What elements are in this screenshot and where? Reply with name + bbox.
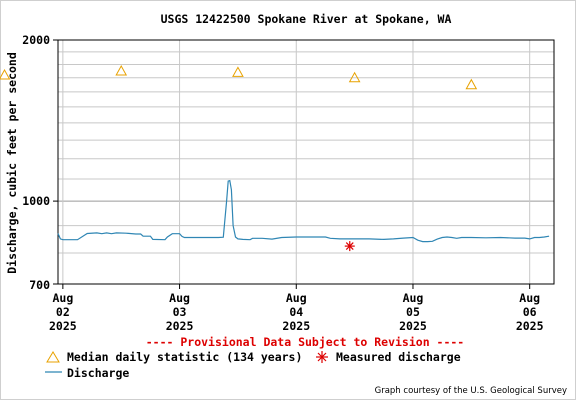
x-tick-label: Aug [286,291,307,305]
x-tick-label: 2025 [516,319,544,333]
y-tick-label-700: 700 [29,278,50,292]
credit-note: Graph courtesy of the U.S. Geological Su… [375,386,567,396]
x-tick-label: Aug [403,291,424,305]
y-tick-label-1000: 1000 [22,194,50,208]
legend-median-triangle-icon [46,351,60,363]
grid-layer [53,39,554,289]
x-tick-label: Aug [52,291,73,305]
x-tick-label: Aug [519,291,540,305]
legend-measured-label: Measured discharge [336,350,461,364]
median-daily-marker [232,66,244,77]
x-tick-label: 05 [406,305,420,319]
chart-title: USGS 12422500 Spokane River at Spokane, … [161,12,452,26]
x-tick-labels: Aug022025Aug032025Aug042025Aug052025Aug0… [49,291,544,333]
y-axis-label: Discharge, cubic feet per second [5,52,19,274]
y-tick-label-2000: 2000 [22,33,50,47]
x-tick-label: 2025 [166,319,194,333]
measured-discharge-marker [344,241,355,252]
provisional-note: ---- Provisional Data Subject to Revisio… [146,335,465,349]
x-tick-label: Aug [169,291,190,305]
y-tick-labels: 2000 1000 700 [22,33,50,292]
plot-border [57,39,555,285]
x-tick-label: 02 [56,305,70,319]
x-tick-label: 2025 [49,319,77,333]
x-tick-label: 03 [173,305,187,319]
legend: Median daily statistic (134 years) Measu… [45,350,461,380]
median-daily-marker [0,69,11,80]
x-tick-label: 2025 [282,319,310,333]
median-daily-marker [348,71,361,83]
median-daily-marker [115,65,128,76]
x-tick-label: 06 [523,305,537,319]
series-layer [0,65,550,252]
legend-median-label: Median daily statistic (134 years) [67,350,302,364]
x-tick-label: 2025 [399,319,427,333]
x-tick-label: 04 [289,305,303,319]
legend-measured-asterisk-icon [316,351,328,363]
median-daily-marker [465,78,478,90]
legend-discharge-label: Discharge [67,366,129,380]
discharge-series-line [57,179,550,243]
